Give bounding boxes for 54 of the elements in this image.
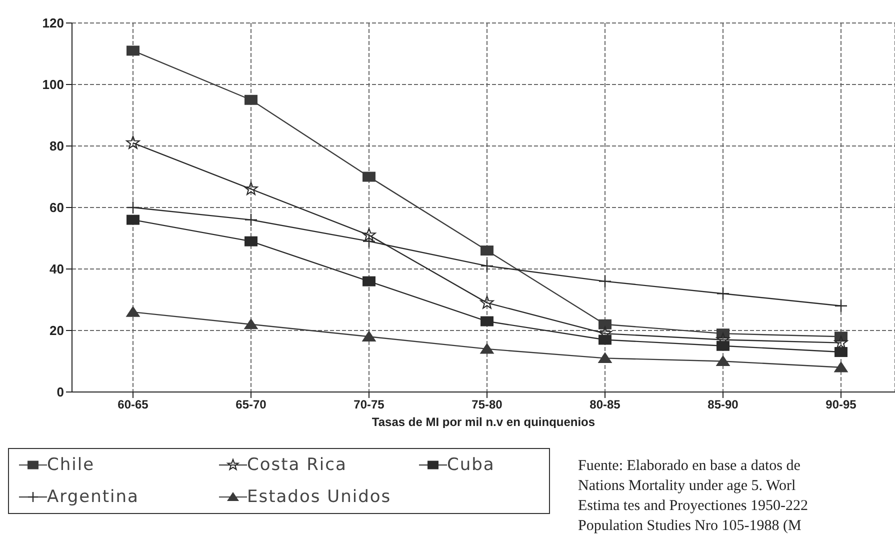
point [480, 316, 494, 326]
y-tick-label: 40 [50, 262, 64, 277]
y-tick-label: 100 [42, 77, 64, 92]
point [716, 340, 730, 351]
point [244, 318, 258, 330]
x-tick-label: 90-95 [826, 398, 857, 412]
point [362, 330, 376, 342]
point [126, 306, 140, 317]
point [834, 347, 848, 358]
text: Population Studies Nro 105-1988 (M [578, 517, 802, 536]
point [362, 276, 376, 286]
text: Estima tes and Proyectiones 1950-222 [578, 497, 808, 516]
point [716, 355, 730, 366]
point [480, 296, 494, 309]
point [834, 361, 848, 372]
y-tick-label: 80 [50, 138, 64, 154]
y-tick-label: 120 [42, 16, 64, 31]
legend-label: Argentina [47, 487, 139, 507]
y-tick-label: 20 [50, 323, 64, 338]
point [480, 342, 494, 354]
point [244, 182, 258, 195]
legend-label: Estados Unidos [247, 487, 392, 507]
point [598, 274, 612, 288]
x-tick-label: 80-85 [590, 398, 621, 412]
y-tick-label: 60 [50, 200, 64, 216]
point [126, 200, 140, 214]
source-note: Fuente: Elaborado en base a datos de [578, 457, 802, 476]
point [126, 136, 140, 149]
point [716, 287, 730, 300]
point [834, 336, 848, 349]
y-tick-label: 0 [56, 384, 64, 400]
legend-label: Costa Rica [247, 455, 347, 475]
point [126, 46, 140, 56]
x-tick-label: 85-90 [708, 398, 739, 412]
text: Nations Mortality under age 5. Worl [578, 477, 797, 496]
point [244, 213, 258, 226]
point [126, 214, 140, 225]
x-tick-label: 75-80 [472, 398, 503, 412]
legend-label: Cuba [447, 455, 495, 475]
point [244, 236, 258, 246]
x-tick-label: 60-65 [118, 398, 149, 412]
point [834, 299, 848, 312]
point [362, 234, 376, 248]
point [480, 259, 494, 273]
x-tick-label: 65-70 [236, 398, 267, 412]
x-tick-label: 70-75 [354, 398, 385, 412]
point [480, 246, 494, 256]
point [598, 334, 612, 345]
point [362, 172, 376, 182]
legend-label: Chile [47, 455, 95, 475]
point [244, 94, 258, 105]
point [598, 319, 612, 330]
point [598, 352, 612, 363]
point [362, 228, 376, 242]
